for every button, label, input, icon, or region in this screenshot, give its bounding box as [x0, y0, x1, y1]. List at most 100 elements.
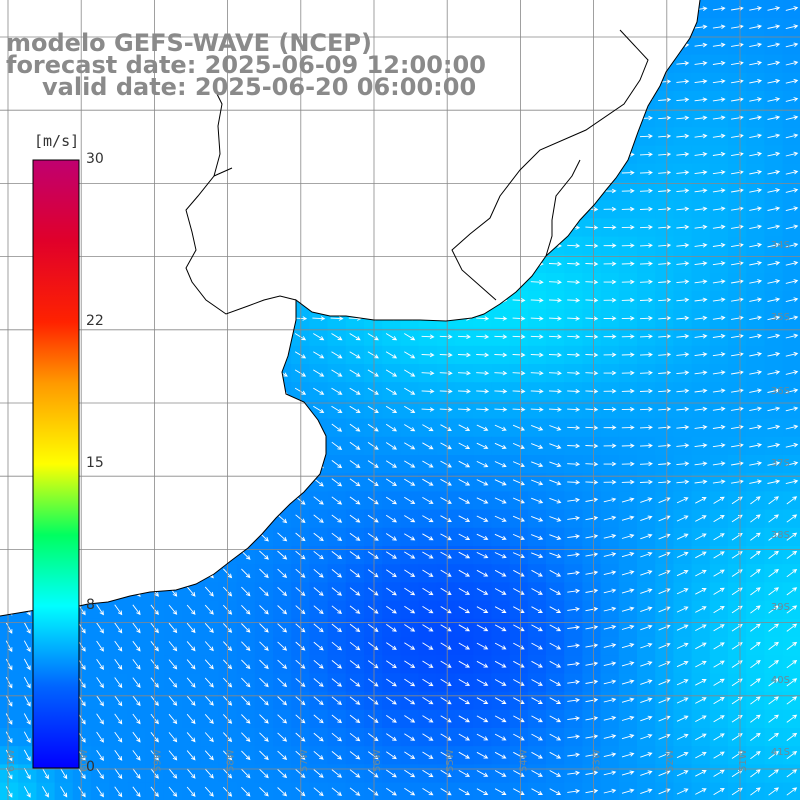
wind-arrow — [639, 425, 653, 430]
wind-arrow — [457, 407, 471, 412]
wind-arrow — [385, 405, 398, 413]
wind-arrow — [750, 550, 761, 559]
wind-arrow — [440, 642, 452, 650]
wind-arrow — [349, 714, 361, 724]
wind-speed-cell — [582, 546, 602, 565]
wind-speed-cell — [709, 273, 729, 292]
wind-arrow — [785, 424, 799, 430]
wind-arrow — [114, 768, 123, 780]
wind-arrow — [385, 442, 397, 450]
wind-arrow — [585, 515, 599, 521]
wind-arrow — [494, 424, 507, 431]
wind-arrow — [713, 551, 725, 559]
wind-speed-cell — [728, 163, 747, 183]
wind-arrow — [457, 389, 471, 394]
wind-arrow — [749, 224, 763, 230]
wind-arrow — [530, 352, 544, 358]
wind-speed-cell — [764, 728, 784, 747]
wind-arrow — [386, 624, 397, 632]
wind-arrow — [548, 279, 562, 285]
wind-arrow — [785, 260, 799, 266]
wind-arrow — [585, 425, 599, 431]
wind-speed-cell — [746, 709, 765, 729]
wind-arrow — [639, 133, 653, 139]
wind-arrow — [603, 643, 617, 648]
wind-arrow — [295, 587, 306, 597]
wind-speed-cell — [709, 72, 729, 92]
wind-speed-cell — [728, 145, 747, 165]
wind-arrow — [367, 696, 379, 705]
wind-speed-cell — [673, 746, 693, 765]
wind-arrow — [712, 424, 726, 430]
wind-arrow — [494, 552, 507, 559]
wind-speed-cell — [600, 491, 620, 511]
wind-arrow — [713, 587, 725, 595]
wind-arrow — [422, 478, 434, 486]
wind-arrow — [750, 769, 761, 778]
wind-arrow — [494, 461, 507, 468]
wind-arrow — [786, 787, 798, 796]
wind-arrow — [676, 333, 690, 339]
wind-arrow — [404, 351, 416, 359]
wind-arrow — [621, 552, 635, 558]
wind-speed-cell — [673, 673, 693, 693]
wind-arrow — [767, 388, 781, 393]
wind-arrow — [585, 243, 599, 249]
wind-arrow — [5, 658, 13, 671]
wind-speed-cell — [764, 473, 784, 492]
wind-arrow — [639, 461, 653, 467]
wind-arrow — [404, 496, 416, 504]
wind-speed-cell — [618, 491, 638, 511]
wind-arrow — [694, 352, 708, 357]
wind-arrow — [786, 678, 798, 687]
wind-speed-cell — [600, 709, 620, 729]
wind-arrow — [549, 552, 562, 559]
wind-arrow — [767, 406, 781, 412]
wind-arrow — [295, 550, 306, 560]
wind-arrow — [513, 642, 525, 650]
wind-arrow — [567, 697, 581, 703]
wind-arrow — [750, 751, 761, 760]
wind-arrow — [603, 388, 617, 394]
wind-arrow — [313, 351, 325, 359]
wind-arrow — [331, 478, 343, 487]
wind-arrow — [512, 316, 526, 321]
wind-arrow — [549, 715, 562, 723]
wind-arrow — [404, 533, 416, 541]
wind-speed-cell — [746, 655, 765, 674]
wind-arrow — [676, 461, 690, 467]
wind-arrow — [640, 679, 653, 685]
wind-arrow — [694, 279, 708, 284]
wind-arrow — [313, 769, 324, 778]
wind-arrow — [241, 623, 251, 633]
wind-arrow — [603, 425, 617, 430]
wind-arrow — [603, 261, 617, 267]
wind-arrow — [96, 713, 104, 725]
wind-arrow — [676, 97, 690, 103]
wind-arrow — [476, 624, 489, 632]
wind-arrow — [512, 352, 526, 358]
wind-arrow — [712, 42, 726, 48]
wind-arrow — [750, 496, 761, 505]
wind-arrow — [404, 605, 416, 614]
wind-speed-cell — [637, 673, 656, 693]
wind-arrow — [676, 588, 689, 595]
wind-arrow — [621, 697, 635, 703]
wind-speed-cell — [728, 637, 747, 656]
wind-arrow — [768, 641, 779, 650]
wind-arrow — [786, 569, 798, 578]
wind-arrow — [694, 261, 708, 266]
wind-speed-cell — [746, 127, 765, 147]
wind-arrow — [640, 697, 653, 704]
wind-speed-cell — [728, 746, 747, 765]
wind-arrow — [294, 369, 307, 377]
wind-speed-cell — [746, 618, 765, 638]
wind-arrow — [78, 622, 86, 634]
wind-arrow — [658, 461, 672, 467]
wind-speed-cell — [709, 637, 729, 656]
wind-speed-cell — [600, 746, 620, 765]
wind-arrow — [767, 351, 781, 357]
wind-arrow — [512, 389, 526, 394]
wind-arrow — [349, 369, 361, 377]
wind-arrow — [494, 624, 507, 632]
